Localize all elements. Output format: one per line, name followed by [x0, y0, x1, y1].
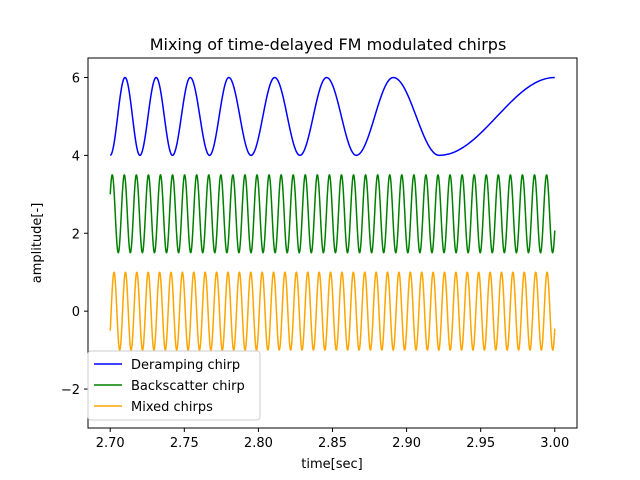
x-axis-label: time[sec]: [301, 457, 362, 472]
y-tick-label: −2: [61, 383, 80, 398]
legend-label: Backscatter chirp: [131, 379, 245, 394]
y-tick-label: 0: [72, 305, 80, 320]
legend-box: [87, 350, 261, 421]
series-line-1: [109, 174, 556, 254]
legend: Deramping chirp Backscatter chirp Mixed ch…: [87, 350, 261, 421]
x-tick-label: 2.90: [392, 436, 421, 451]
x-tick-label: 3.00: [540, 436, 569, 451]
chart-title: Mixing of time-delayed FM modulated chir…: [150, 35, 507, 54]
y-axis-ticks: −2 0 2 4 6: [61, 71, 88, 398]
x-tick-label: 2.70: [96, 436, 125, 451]
y-tick-label: 6: [72, 71, 80, 86]
legend-label: Deramping chirp: [131, 358, 240, 373]
series-line-2: [109, 271, 556, 351]
y-axis-label: amplitude[-]: [30, 203, 45, 284]
legend-entries: Deramping chirp Backscatter chirp Mixed ch…: [94, 358, 245, 415]
legend-label: Mixed chirps: [131, 400, 213, 415]
y-tick-label: 2: [72, 227, 80, 242]
x-tick-label: 2.75: [170, 436, 199, 451]
series-layer: [109, 76, 556, 351]
x-tick-label: 2.95: [466, 436, 495, 451]
y-tick-label: 4: [72, 149, 80, 164]
series-line-0: [109, 76, 555, 157]
x-tick-label: 2.80: [244, 436, 273, 451]
x-axis-ticks: 2.70 2.75 2.80 2.85 2.90 2.95 3.00: [96, 428, 569, 451]
x-tick-label: 2.85: [318, 436, 347, 451]
